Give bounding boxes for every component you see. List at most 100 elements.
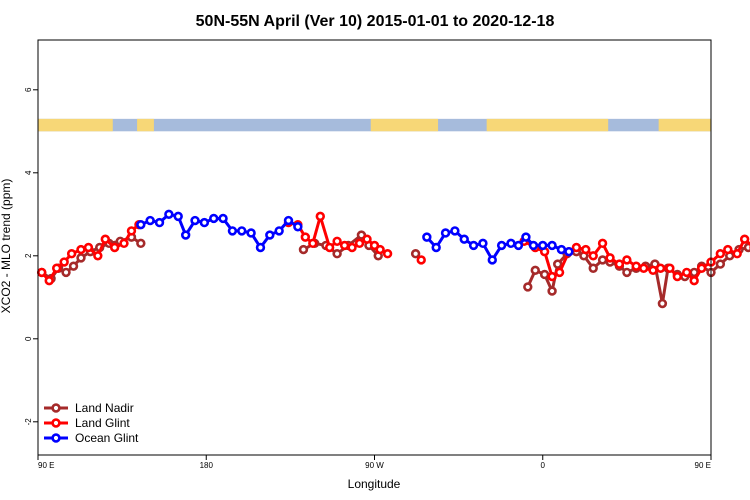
legend-label: Ocean Glint <box>75 431 139 445</box>
data-point <box>300 232 311 242</box>
data-point <box>564 246 574 257</box>
data-point <box>354 238 365 249</box>
y-tick-label: -2 <box>24 418 33 426</box>
data-point <box>76 253 86 263</box>
x-tick-label: 0 <box>541 461 546 470</box>
data-point <box>440 228 451 238</box>
data-point <box>450 226 460 236</box>
x-tick-label: 90 E <box>38 461 54 470</box>
data-point <box>657 298 668 309</box>
y-tick-label: 6 <box>24 87 33 92</box>
data-point <box>614 259 625 269</box>
data-point <box>51 263 62 273</box>
data-point <box>154 217 165 228</box>
y-axis: -2 0 2 4 6 <box>24 87 38 425</box>
data-point <box>332 249 342 259</box>
data-point <box>109 242 120 253</box>
data-point <box>739 234 750 244</box>
legend-marker <box>51 403 61 413</box>
data-point <box>588 251 598 261</box>
data-point <box>83 242 94 253</box>
data-point <box>66 249 77 259</box>
data-point <box>44 276 54 286</box>
data-point <box>136 219 146 230</box>
landmask-strip <box>38 118 711 132</box>
data-point <box>487 255 497 265</box>
data-point <box>119 238 129 249</box>
data-point <box>547 286 557 296</box>
landmask-land-segment <box>137 118 154 132</box>
legend-label: Land Glint <box>75 416 130 430</box>
data-point <box>553 259 563 269</box>
data-point <box>339 240 350 251</box>
data-point <box>164 209 174 220</box>
legend-item: Land Glint <box>44 416 130 430</box>
data-point <box>547 240 557 251</box>
data-point <box>283 215 294 226</box>
data-point <box>298 244 309 255</box>
data-point <box>199 217 210 228</box>
data-point <box>68 261 79 271</box>
data-point <box>375 244 385 255</box>
data-point <box>732 249 742 259</box>
data-point <box>315 211 325 222</box>
data-point <box>571 242 582 253</box>
data-point <box>496 240 507 251</box>
data-point <box>478 238 488 249</box>
data-point <box>422 232 432 242</box>
data-point <box>459 234 469 244</box>
y-axis-title: XCO2 - MLO trend (ppm) <box>0 179 13 314</box>
data-point <box>246 228 256 238</box>
data-point <box>308 238 318 249</box>
data-point <box>655 263 666 273</box>
legend-label: Land Nadir <box>75 401 134 415</box>
data-point <box>631 261 641 271</box>
data-point <box>416 255 426 265</box>
data-point <box>605 253 615 263</box>
data-point <box>556 244 567 255</box>
data-point <box>715 249 726 259</box>
data-point <box>597 255 608 265</box>
data-point <box>180 230 191 240</box>
data-point <box>622 255 632 265</box>
data-point <box>513 240 524 251</box>
data-point <box>588 263 598 273</box>
data-point <box>597 238 608 249</box>
data-point <box>37 267 47 278</box>
data-point <box>715 259 726 269</box>
data-point <box>382 249 393 259</box>
data-point <box>100 234 111 244</box>
data-point <box>581 244 591 255</box>
legend-item: Land Nadir <box>44 401 134 415</box>
data-point <box>173 211 183 222</box>
x-tick-label: 180 <box>200 461 214 470</box>
legend-marker <box>51 418 61 428</box>
data-point <box>648 265 658 276</box>
landmask-land-segment <box>370 118 439 132</box>
data-point <box>136 238 146 249</box>
data-point <box>126 226 137 236</box>
data-point <box>696 263 707 273</box>
landmask-land-segment <box>658 118 711 132</box>
data-point <box>93 251 103 261</box>
data-point <box>547 271 557 282</box>
legend-marker <box>51 433 61 443</box>
chart-title: 50N-55N April (Ver 10) 2015-01-01 to 202… <box>196 13 555 30</box>
series-layer <box>37 209 750 309</box>
x-tick-label: 90 W <box>365 461 384 470</box>
data-point <box>61 267 71 278</box>
data-point <box>665 263 675 273</box>
data-point <box>506 238 516 249</box>
data-point <box>218 213 228 224</box>
data-point <box>362 234 372 244</box>
landmask-land-segment <box>38 118 113 132</box>
data-point <box>293 222 303 232</box>
data-point <box>554 267 565 278</box>
series-ocean-glint <box>136 209 574 265</box>
data-point <box>332 236 342 246</box>
data-point <box>255 242 266 253</box>
data-point <box>723 244 733 255</box>
data-point <box>622 267 632 278</box>
